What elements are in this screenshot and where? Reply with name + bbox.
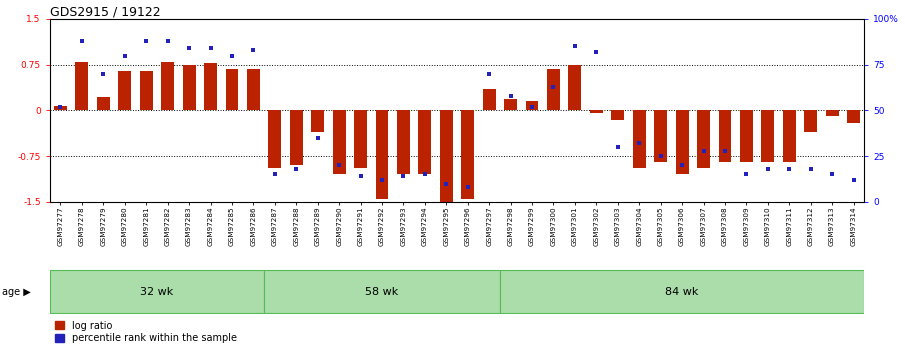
- Point: [375, 177, 389, 183]
- Bar: [311, 110, 324, 132]
- Bar: [97, 97, 110, 110]
- Legend: log ratio, percentile rank within the sample: log ratio, percentile rank within the sa…: [54, 321, 237, 344]
- Point: [525, 104, 539, 109]
- Bar: [225, 69, 238, 110]
- Bar: [50, 270, 264, 313]
- Bar: [697, 110, 710, 168]
- Bar: [139, 71, 153, 110]
- Point: [739, 172, 754, 177]
- Bar: [676, 110, 689, 175]
- Point: [760, 166, 775, 172]
- Bar: [333, 110, 346, 175]
- Bar: [54, 106, 67, 110]
- Bar: [633, 110, 645, 168]
- Point: [332, 162, 347, 168]
- Bar: [547, 69, 560, 110]
- Bar: [269, 110, 281, 168]
- Point: [160, 38, 175, 44]
- Point: [824, 172, 839, 177]
- Point: [461, 185, 475, 190]
- Bar: [612, 110, 624, 119]
- Point: [846, 177, 861, 183]
- Bar: [504, 99, 517, 110]
- Bar: [75, 62, 89, 110]
- Point: [718, 148, 732, 154]
- Point: [268, 172, 282, 177]
- Point: [611, 144, 625, 150]
- Point: [439, 181, 453, 186]
- Text: 84 wk: 84 wk: [665, 287, 699, 296]
- Bar: [568, 65, 581, 110]
- Bar: [482, 89, 496, 110]
- Point: [632, 140, 646, 146]
- Bar: [462, 110, 474, 199]
- Point: [289, 166, 303, 172]
- Text: 58 wk: 58 wk: [366, 287, 398, 296]
- Point: [53, 104, 68, 109]
- Point: [182, 46, 196, 51]
- Point: [353, 174, 367, 179]
- Bar: [719, 110, 731, 162]
- Point: [224, 53, 239, 58]
- Point: [782, 166, 796, 172]
- Point: [246, 47, 261, 53]
- Bar: [825, 110, 839, 117]
- Bar: [264, 270, 500, 313]
- Text: GDS2915 / 19122: GDS2915 / 19122: [50, 6, 160, 19]
- Bar: [418, 110, 432, 175]
- Point: [204, 46, 218, 51]
- Bar: [354, 110, 367, 168]
- Point: [696, 148, 710, 154]
- Text: 32 wk: 32 wk: [140, 287, 174, 296]
- Bar: [761, 110, 775, 162]
- Bar: [397, 110, 410, 175]
- Point: [482, 71, 497, 77]
- Bar: [290, 110, 302, 165]
- Bar: [183, 65, 195, 110]
- Bar: [440, 110, 452, 202]
- Bar: [783, 110, 795, 162]
- Point: [804, 166, 818, 172]
- Point: [96, 71, 110, 77]
- Bar: [740, 110, 753, 162]
- Point: [396, 174, 411, 179]
- Point: [547, 84, 561, 89]
- Point: [653, 153, 668, 159]
- Bar: [805, 110, 817, 132]
- Point: [139, 38, 154, 44]
- Point: [75, 38, 90, 44]
- Point: [310, 135, 325, 141]
- Point: [567, 43, 582, 49]
- Point: [503, 93, 518, 99]
- Bar: [590, 110, 603, 114]
- Bar: [500, 270, 864, 313]
- Bar: [119, 71, 131, 110]
- Bar: [205, 63, 217, 110]
- Point: [118, 53, 132, 58]
- Text: age ▶: age ▶: [2, 287, 31, 296]
- Bar: [247, 69, 260, 110]
- Point: [417, 172, 432, 177]
- Bar: [654, 110, 667, 162]
- Bar: [161, 62, 174, 110]
- Bar: [376, 110, 388, 199]
- Bar: [847, 110, 860, 122]
- Point: [589, 49, 604, 55]
- Point: [675, 162, 690, 168]
- Bar: [526, 101, 538, 110]
